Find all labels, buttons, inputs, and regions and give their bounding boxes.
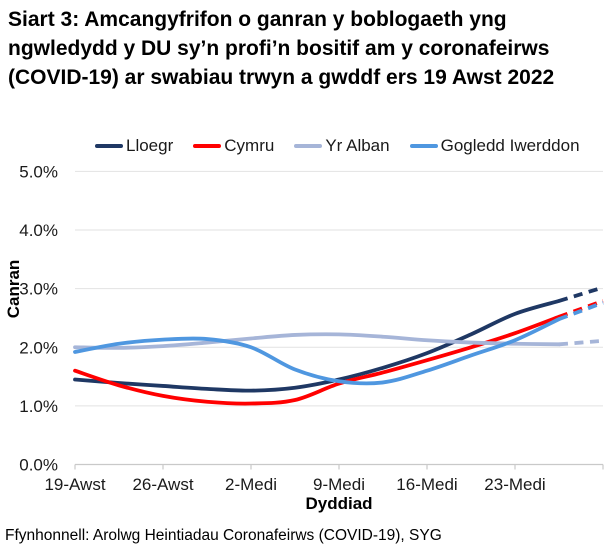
x-tick-label: 19-Awst [44,475,105,494]
y-tick-label: 5.0% [19,162,58,181]
x-tick-label: 26-Awst [132,475,193,494]
x-tick-label: 23-Medi [484,475,545,494]
series-dashed-tail-gogledd-iwerddon [558,300,604,321]
series-dashed-tail-lloegr [558,285,604,303]
x-tick-label: 9-Medi [313,475,365,494]
legend-item-lloegr: Lloegr [95,136,173,156]
chart-title: Siart 3: Amcangyfrifon o ganran y boblog… [8,8,555,89]
series-line-gogledd-iwerddon [73,317,561,386]
series-dashed-tail-cymru [558,299,604,319]
x-axis-title: Dyddiad [305,494,373,513]
legend-swatch-cymru [193,144,222,148]
legend-swatch-yr-alban [294,144,323,148]
y-axis-title: Canran [4,259,23,319]
y-tick-label: 0.0% [19,456,58,475]
legend-label: Yr Alban [325,136,390,155]
series-line-lloegr [73,299,561,393]
legend-label: Gogledd Iwerddon [440,136,580,155]
x-tick-label: 16-Medi [396,475,457,494]
series-line-yr-alban [73,332,561,350]
legend-label: Cymru [224,136,275,155]
chart-legend: Lloegr Cymru Yr Alban Gogledd Iwerddon [95,136,600,156]
source-note: Ffynhonnell: Arolwg Heintiadau Coronafei… [5,527,442,544]
legend-swatch-gogledd-iwerddon [409,144,438,148]
series-dashed-tail-yr-alban [558,338,604,347]
legend-item-cymru: Cymru [193,136,274,156]
y-tick-label: 3.0% [19,280,58,299]
y-tick-label: 4.0% [19,221,58,240]
legend-item-gogledd-iwerddon: Gogledd Iwerddon [409,136,580,156]
x-tick-label: 2-Medi [225,475,277,494]
legend-label: Lloegr [126,136,174,155]
legend-item-yr-alban: Yr Alban [294,136,390,156]
y-tick-label: 2.0% [19,338,58,357]
y-tick-label: 1.0% [19,397,58,416]
legend-swatch-lloegr [95,144,123,148]
series-line-cymru [73,314,561,406]
